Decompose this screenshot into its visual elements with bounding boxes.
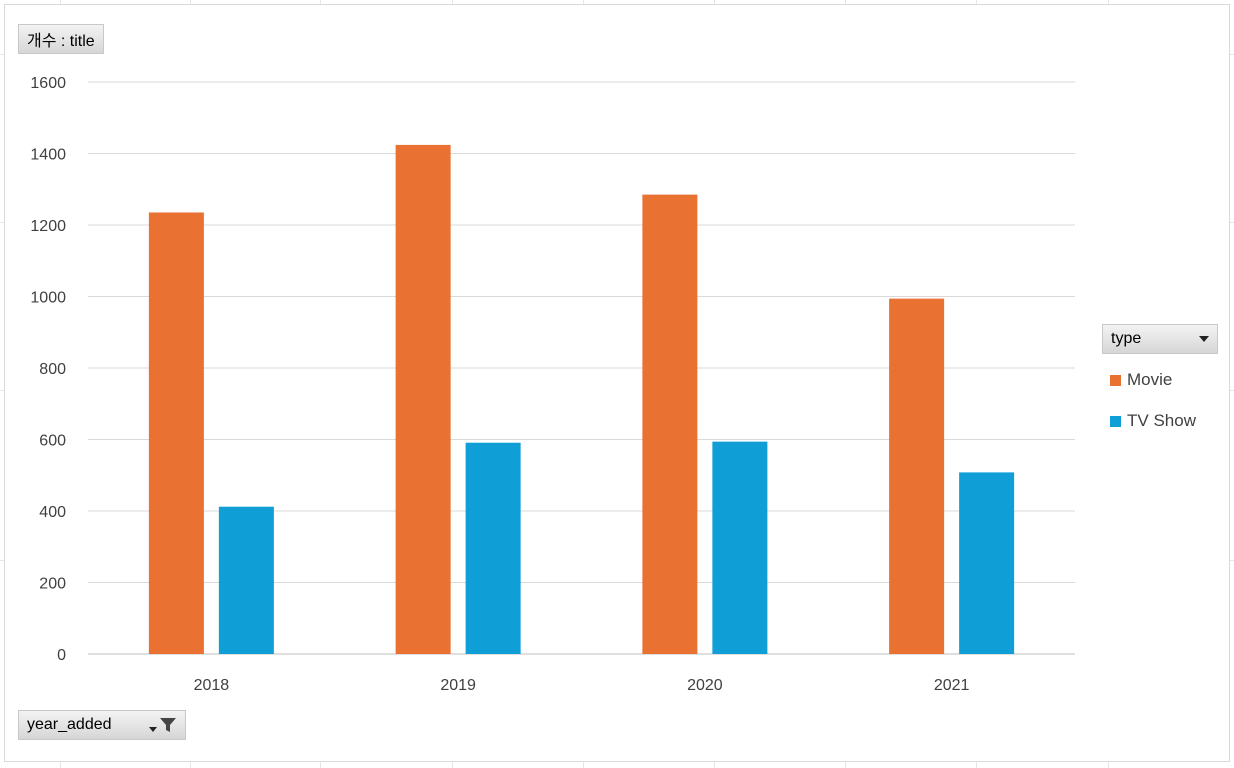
value-field-button[interactable]: 개수 : title xyxy=(18,24,104,54)
bar-tv-show-2019[interactable] xyxy=(465,442,521,654)
x-tick-label: 2019 xyxy=(440,677,476,694)
legend-swatch-movie xyxy=(1110,374,1121,386)
legend-field-label: type xyxy=(1111,330,1142,347)
legend-field-button[interactable]: type xyxy=(1102,324,1218,354)
y-tick-label: 600 xyxy=(39,433,66,450)
bar-movie-2020[interactable] xyxy=(642,194,698,655)
y-tick-label: 800 xyxy=(39,361,66,378)
y-axis-ticks: 0 200 400 600 800 1000 1200 1400 1600 xyxy=(30,75,66,664)
y-tick-label: 1600 xyxy=(30,75,66,92)
pivot-chart-area[interactable] xyxy=(4,4,1230,762)
y-tick-label: 400 xyxy=(39,504,66,521)
x-axis-ticks: 2018 2019 2020 2021 xyxy=(194,677,970,694)
y-tick-label: 200 xyxy=(39,576,66,593)
filter-funnel-icon xyxy=(160,718,176,732)
y-tick-label: 0 xyxy=(57,647,66,664)
legend-item-tv-show: TV Show xyxy=(1110,409,1196,433)
legend-label-tv-show: TV Show xyxy=(1127,411,1196,430)
axis-field-button[interactable]: year_added xyxy=(18,710,186,740)
y-tick-label: 1000 xyxy=(30,290,66,307)
legend-label-movie: Movie xyxy=(1127,370,1173,389)
filter-dropdown[interactable] xyxy=(149,716,177,734)
legend: Movie TV Show xyxy=(1110,368,1196,450)
bar-movie-2021[interactable] xyxy=(889,298,945,654)
bars xyxy=(148,144,1015,655)
dropdown-arrow-icon xyxy=(149,726,157,732)
bar-movie-2018[interactable] xyxy=(148,212,204,655)
bar-tv-show-2018[interactable] xyxy=(218,506,274,654)
axis-field-label: year_added xyxy=(27,716,112,733)
bar-tv-show-2021[interactable] xyxy=(959,472,1015,654)
y-tick-label: 1400 xyxy=(30,147,66,164)
legend-swatch-tv-show xyxy=(1110,415,1121,427)
x-tick-label: 2020 xyxy=(687,677,723,694)
bar-movie-2019[interactable] xyxy=(395,144,451,655)
x-tick-label: 2021 xyxy=(934,677,970,694)
dropdown-arrow-icon[interactable] xyxy=(1199,336,1209,342)
legend-item-movie: Movie xyxy=(1110,368,1196,392)
y-tick-label: 1200 xyxy=(30,218,66,235)
bar-tv-show-2020[interactable] xyxy=(712,441,768,654)
value-field-label: 개수 : title xyxy=(27,33,95,50)
x-tick-label: 2018 xyxy=(194,677,230,694)
